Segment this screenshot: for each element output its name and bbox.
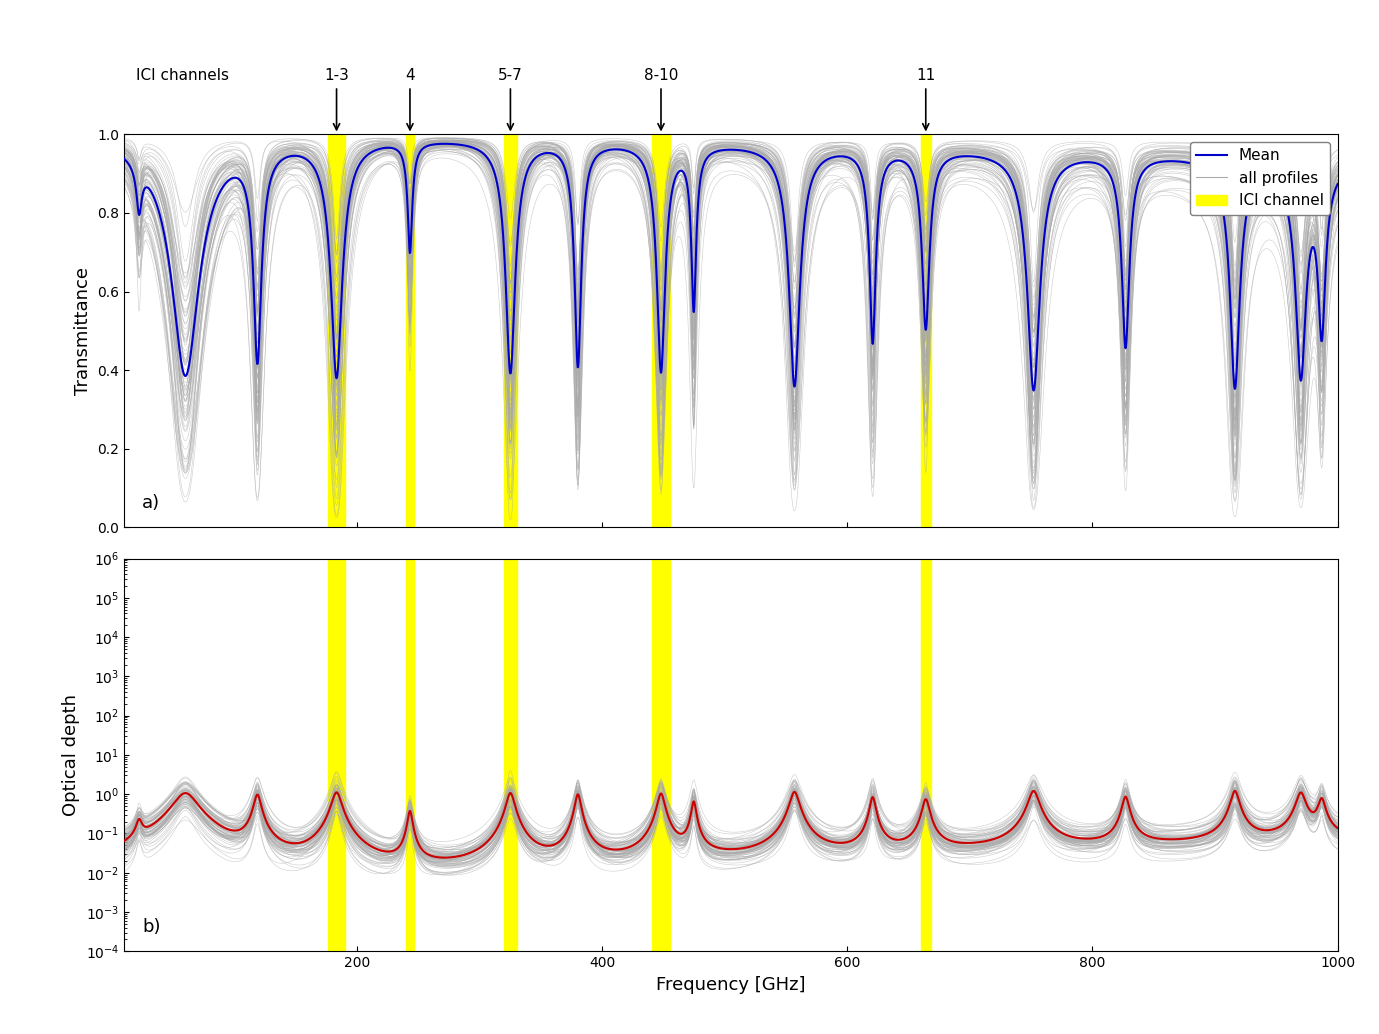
- Y-axis label: Optical depth: Optical depth: [62, 694, 80, 816]
- Text: ICI channels: ICI channels: [137, 68, 229, 84]
- Text: 4: 4: [405, 68, 415, 130]
- Bar: [328, 558, 345, 951]
- Bar: [921, 558, 931, 951]
- Bar: [407, 134, 414, 527]
- Bar: [328, 134, 345, 527]
- Bar: [652, 134, 670, 527]
- Y-axis label: Transmittance: Transmittance: [73, 267, 91, 395]
- Text: 11: 11: [916, 68, 935, 130]
- Text: 8-10: 8-10: [644, 68, 678, 130]
- Bar: [407, 558, 414, 951]
- Text: a): a): [142, 493, 160, 512]
- Legend: Mean, all profiles, ICI channel: Mean, all profiles, ICI channel: [1190, 142, 1329, 215]
- Bar: [505, 558, 517, 951]
- Bar: [652, 558, 670, 951]
- Text: 1-3: 1-3: [324, 68, 349, 130]
- Text: b): b): [142, 917, 161, 936]
- Bar: [921, 134, 931, 527]
- X-axis label: Frequency [GHz]: Frequency [GHz]: [656, 976, 805, 994]
- Bar: [505, 134, 517, 527]
- Text: 5-7: 5-7: [498, 68, 523, 130]
